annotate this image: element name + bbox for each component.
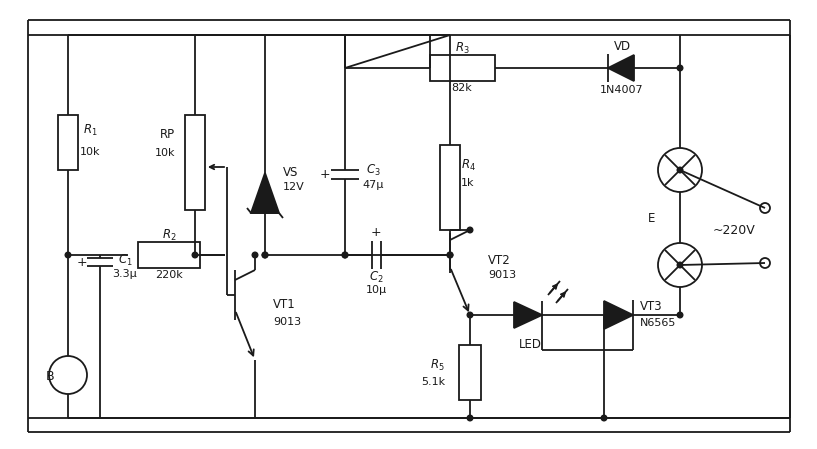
Circle shape [467, 227, 473, 233]
Text: VT2: VT2 [488, 254, 511, 267]
Text: 12V: 12V [283, 182, 305, 192]
Text: 10μ: 10μ [365, 285, 386, 295]
Text: 82k: 82k [452, 83, 472, 93]
Bar [185, 115, 205, 210]
Circle shape [447, 252, 453, 258]
Text: $C_1$: $C_1$ [118, 252, 132, 268]
Circle shape [677, 167, 683, 173]
Text: 5.1k: 5.1k [421, 377, 445, 387]
Circle shape [601, 415, 607, 421]
Circle shape [262, 252, 268, 258]
Circle shape [65, 252, 71, 258]
Polygon shape [514, 302, 542, 328]
Text: 1k: 1k [462, 178, 475, 188]
Circle shape [467, 415, 473, 421]
Text: $C_3$: $C_3$ [366, 163, 381, 177]
Bar [58, 115, 78, 170]
Text: VT3: VT3 [640, 300, 663, 313]
Circle shape [467, 312, 473, 318]
Bar [430, 55, 495, 81]
Circle shape [677, 262, 683, 268]
Circle shape [342, 252, 348, 258]
Circle shape [252, 252, 258, 258]
Circle shape [342, 252, 348, 258]
Text: B: B [46, 370, 54, 383]
Bar [440, 145, 460, 230]
Text: 10k: 10k [80, 147, 100, 157]
Polygon shape [251, 173, 279, 213]
Text: $R_5$: $R_5$ [431, 357, 445, 373]
Text: 1N4007: 1N4007 [600, 85, 644, 95]
Bar [459, 345, 481, 400]
Text: LED: LED [519, 339, 542, 352]
Text: 47μ: 47μ [362, 180, 384, 190]
Text: +: + [77, 255, 87, 269]
Circle shape [677, 65, 683, 71]
Text: ~220V: ~220V [712, 224, 755, 237]
Text: VD: VD [614, 40, 631, 53]
Text: $R_4$: $R_4$ [461, 158, 475, 172]
Text: $R_2$: $R_2$ [162, 228, 176, 242]
Polygon shape [608, 55, 634, 81]
Text: E: E [649, 211, 656, 224]
Text: 9013: 9013 [488, 270, 516, 280]
Text: 220k: 220k [155, 270, 183, 280]
Text: +: + [371, 226, 382, 239]
Text: 3.3μ: 3.3μ [113, 269, 137, 279]
Text: RP: RP [160, 128, 175, 141]
Text: VT1: VT1 [273, 299, 296, 312]
Text: N6565: N6565 [640, 318, 676, 328]
Circle shape [262, 252, 268, 258]
Polygon shape [604, 301, 633, 329]
Text: $C_2$: $C_2$ [368, 269, 383, 285]
Text: $R_1$: $R_1$ [83, 123, 97, 137]
Text: $R_3$: $R_3$ [454, 40, 469, 56]
Text: 10k: 10k [154, 148, 175, 158]
Circle shape [677, 312, 683, 318]
Circle shape [447, 252, 453, 258]
Bar [138, 242, 200, 268]
Text: +: + [319, 167, 330, 180]
Text: 9013: 9013 [273, 317, 301, 327]
Circle shape [192, 252, 198, 258]
Text: VS: VS [283, 167, 298, 180]
